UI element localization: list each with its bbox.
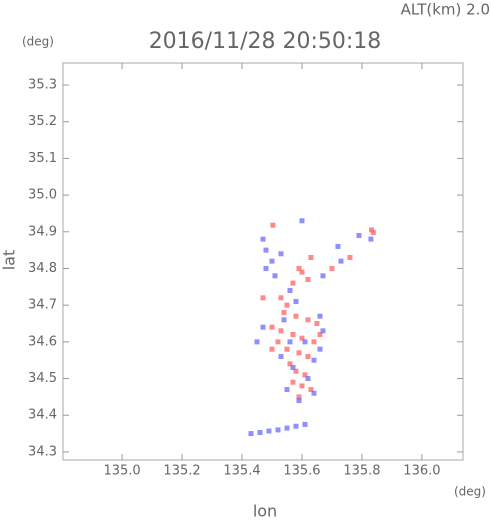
- y-tick-label: 34.5: [28, 371, 57, 386]
- y-tick-label: 35.0: [28, 188, 57, 203]
- data-point: [320, 273, 326, 279]
- data-point: [269, 324, 275, 330]
- data-point: [293, 313, 299, 319]
- data-point: [254, 339, 260, 345]
- data-point: [317, 313, 323, 319]
- data-point: [338, 258, 344, 264]
- data-point: [290, 365, 296, 371]
- x-axis-label: lon: [253, 502, 277, 521]
- data-point: [302, 372, 308, 378]
- y-tick-label: 34.3: [28, 444, 57, 459]
- y-tick-label: 34.6: [28, 334, 57, 349]
- data-point: [287, 287, 293, 293]
- data-point: [290, 332, 296, 338]
- data-point: [293, 423, 299, 429]
- data-point: [308, 387, 314, 393]
- data-point: [293, 368, 299, 374]
- data-point: [284, 346, 290, 352]
- data-point: [299, 269, 305, 275]
- data-point: [302, 339, 308, 345]
- plot-frame: [62, 62, 464, 461]
- y-tick-label: 34.4: [28, 408, 57, 423]
- y-tick-label: 35.2: [28, 114, 57, 129]
- data-point: [296, 265, 302, 271]
- data-point: [270, 222, 276, 228]
- x-tick-label: 136.0: [403, 464, 440, 479]
- data-point: [311, 339, 317, 345]
- data-point: [272, 273, 278, 279]
- data-point: [296, 398, 302, 404]
- data-point: [356, 232, 362, 238]
- data-point: [305, 276, 311, 282]
- chart-title: 2016/11/28 20:50:18: [149, 29, 382, 54]
- data-point: [290, 280, 296, 286]
- x-tick-label: 135.6: [283, 464, 320, 479]
- y-tick-label: 34.7: [28, 298, 57, 313]
- data-point: [278, 295, 284, 301]
- data-point: [299, 383, 305, 389]
- data-point: [263, 247, 269, 253]
- x-tick-label: 135.4: [223, 464, 260, 479]
- data-point: [317, 346, 323, 352]
- data-point: [305, 354, 311, 360]
- data-point: [308, 254, 314, 260]
- data-point: [278, 251, 284, 257]
- data-point: [299, 335, 305, 341]
- data-point: [284, 425, 290, 431]
- x-tick-label: 135.0: [103, 464, 140, 479]
- data-point: [305, 317, 311, 323]
- y-tick-label: 34.9: [28, 224, 57, 239]
- data-point: [302, 421, 308, 427]
- data-point: [269, 346, 275, 352]
- y-unit: (deg): [22, 35, 54, 49]
- data-point: [275, 427, 281, 433]
- data-point: [293, 298, 299, 304]
- data-point: [311, 390, 317, 396]
- data-point: [320, 328, 326, 334]
- data-point: [260, 236, 266, 242]
- data-point: [257, 429, 263, 435]
- x-tick-label: 135.2: [163, 464, 200, 479]
- data-point: [369, 227, 375, 233]
- data-point: [311, 357, 317, 363]
- data-point: [284, 387, 290, 393]
- data-point: [281, 317, 287, 323]
- data-point: [299, 218, 305, 224]
- data-point: [281, 310, 287, 316]
- y-axis-label: lat: [0, 250, 19, 271]
- data-point: [287, 361, 293, 367]
- data-point: [275, 339, 281, 345]
- y-tick-label: 34.8: [28, 261, 57, 276]
- data-point: [305, 376, 311, 382]
- data-point: [260, 324, 266, 330]
- data-point: [260, 295, 266, 301]
- data-point: [335, 243, 341, 249]
- y-tick-label: 35.1: [28, 151, 57, 166]
- data-point: [266, 428, 272, 434]
- data-point: [248, 431, 254, 437]
- data-point: [284, 302, 290, 308]
- y-tick-label: 35.3: [28, 78, 57, 93]
- data-point: [290, 379, 296, 385]
- data-point: [269, 258, 275, 264]
- data-point: [278, 354, 284, 360]
- data-point: [287, 339, 293, 345]
- x-unit: (deg): [454, 485, 486, 499]
- data-point: [317, 332, 323, 338]
- data-point: [278, 328, 284, 334]
- data-point: [263, 265, 269, 271]
- data-point: [370, 230, 376, 236]
- data-point: [347, 254, 353, 260]
- data-point: [296, 394, 302, 400]
- data-point: [314, 321, 320, 327]
- data-point: [329, 265, 335, 271]
- altitude-annotation: ALT(km) 2.0: [401, 1, 490, 19]
- data-point: [368, 236, 374, 242]
- data-point: [296, 350, 302, 356]
- x-tick-label: 135.8: [343, 464, 380, 479]
